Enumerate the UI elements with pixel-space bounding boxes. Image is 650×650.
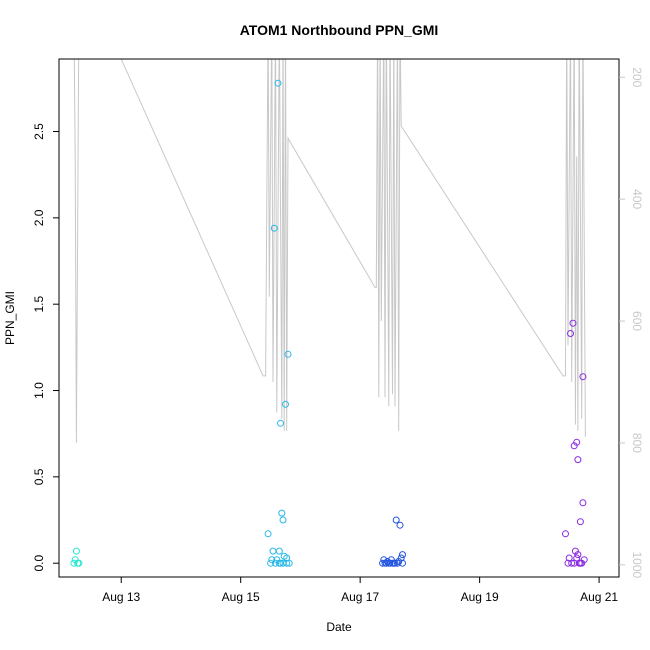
data-point (279, 559, 287, 567)
data-point (282, 400, 289, 408)
data-point (573, 438, 581, 446)
data-point (279, 516, 287, 524)
y-tick-label: 0.5 (32, 468, 46, 485)
data-point (70, 559, 78, 567)
data-point (284, 350, 292, 358)
y-tick-label: 1.5 (32, 296, 46, 313)
data-point (270, 224, 278, 232)
plot-frame (58, 58, 620, 578)
x-axis: Aug 13 Aug 15 Aug 17 Aug 19 Aug 21 (102, 577, 618, 604)
x-tick-label: Aug 17 (341, 590, 379, 604)
x-tick-label: Aug 15 (222, 590, 260, 604)
y-axis-label: PPN_GMI (3, 291, 17, 345)
data-point (392, 516, 400, 524)
y2-tick-label: 200 (630, 67, 644, 87)
data-point (576, 559, 584, 567)
data-point (385, 559, 393, 567)
x-axis-label: Date (326, 620, 352, 634)
y-axis: 0.0 0.5 1.0 1.5 2.0 2.5 (32, 123, 59, 572)
data-point (278, 509, 286, 517)
data-point (579, 499, 587, 507)
y2-tick-label: 400 (630, 189, 644, 209)
line-series (73, 59, 586, 443)
data-point (277, 419, 284, 427)
data-point (574, 456, 582, 464)
data-point (72, 547, 80, 555)
data-point (396, 521, 404, 529)
data-point (394, 559, 401, 567)
y2-tick-label: 1000 (630, 551, 644, 578)
data-point (569, 319, 577, 327)
y-tick-label: 1.0 (32, 382, 46, 399)
data-point (576, 518, 584, 526)
y2-tick-label: 600 (630, 311, 644, 331)
data-point (264, 530, 272, 538)
data-point (268, 556, 276, 564)
x-tick-label: Aug 13 (102, 590, 140, 604)
data-point (574, 551, 582, 559)
y-tick-label: 2.5 (32, 123, 46, 140)
data-point (274, 79, 282, 87)
data-point (390, 559, 398, 567)
data-point (573, 554, 581, 562)
y-tick-label: 2.0 (32, 209, 46, 226)
data-point (74, 559, 82, 567)
data-point (580, 556, 588, 564)
data-point (283, 559, 291, 567)
x-tick-label: Aug 21 (580, 590, 618, 604)
data-point (267, 559, 275, 567)
scatter-points (70, 79, 588, 567)
chart-title: ATOM1 Northbound PPN_GMI (240, 22, 439, 38)
y-tick-label: 0.0 (32, 555, 46, 572)
data-point (283, 554, 291, 562)
data-point (269, 547, 277, 555)
data-point (382, 559, 390, 567)
y2-tick-label: 800 (630, 433, 644, 453)
data-point (399, 551, 406, 559)
data-point (567, 330, 574, 337)
data-point (562, 530, 569, 538)
data-point (275, 559, 283, 567)
data-point (397, 554, 405, 562)
x-tick-label: Aug 19 (461, 590, 499, 604)
data-point (568, 559, 576, 567)
series-line (73, 59, 586, 443)
data-point (399, 559, 406, 567)
data-point (272, 559, 279, 567)
data-point (275, 547, 283, 555)
data-point (579, 373, 587, 381)
secondary-y-axis: 200 400 600 800 1000 (619, 67, 644, 578)
